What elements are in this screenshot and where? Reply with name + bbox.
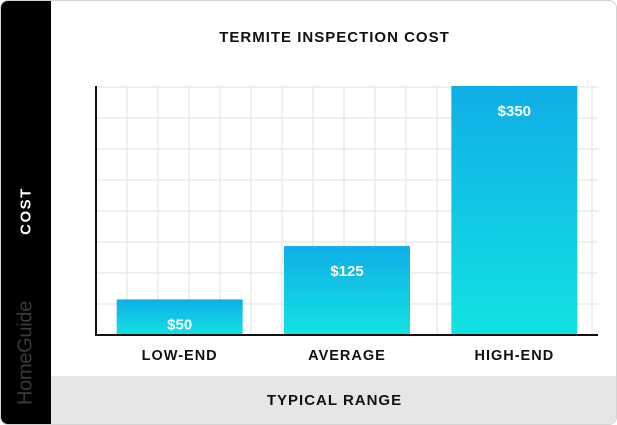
data-label: $125 xyxy=(330,263,363,280)
category-label: LOW-END xyxy=(142,348,218,364)
chart-title: TERMITE INSPECTION COST xyxy=(219,29,450,46)
bar-low-end xyxy=(116,299,243,335)
bar-high-end xyxy=(451,86,578,335)
category-label: AVERAGE xyxy=(308,348,386,364)
x-axis-label: TYPICAL RANGE xyxy=(266,392,403,409)
y-axis-sidebar: COST HomeGuide xyxy=(1,1,51,424)
bar-average xyxy=(284,246,410,335)
category-label: HIGH-END xyxy=(474,348,554,364)
x-axis-footer: TYPICAL RANGE xyxy=(51,376,616,424)
bars: $50 $125 $350 xyxy=(116,86,578,335)
data-label: $50 xyxy=(167,316,192,333)
data-label: $350 xyxy=(498,103,531,120)
category-labels: LOW-END AVERAGE HIGH-END xyxy=(142,348,554,364)
